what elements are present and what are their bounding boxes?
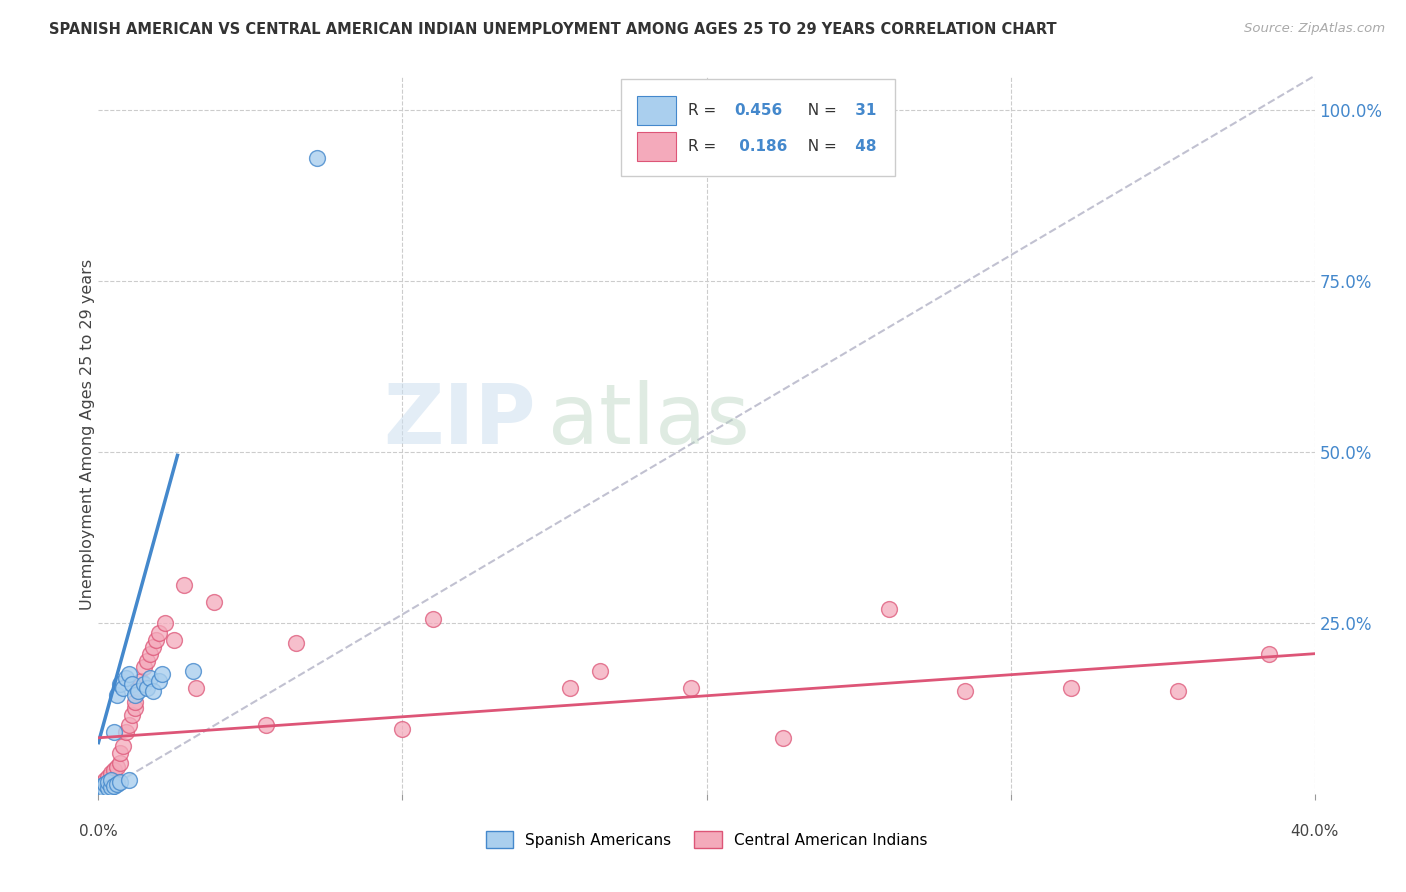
Point: [877, 602, 900, 616]
Text: R =: R =: [689, 103, 721, 118]
Point: [1167, 684, 1189, 698]
Point: [307, 151, 329, 165]
Point: [121, 677, 143, 691]
Text: ZIP: ZIP: [384, 380, 536, 461]
Text: Source: ZipAtlas.com: Source: ZipAtlas.com: [1244, 22, 1385, 36]
Text: N =: N =: [797, 103, 841, 118]
Point: [87, 785, 110, 799]
Text: 48: 48: [851, 138, 876, 153]
Point: [96, 780, 118, 794]
Point: [589, 664, 612, 678]
Point: [87, 785, 110, 799]
Point: [100, 779, 122, 793]
Text: N =: N =: [797, 138, 841, 153]
Point: [111, 681, 134, 695]
Point: [118, 718, 141, 732]
Point: [103, 763, 125, 777]
Point: [100, 766, 122, 780]
Text: atlas: atlas: [548, 380, 751, 461]
Point: [1258, 647, 1281, 661]
Point: [142, 640, 165, 654]
Point: [127, 681, 149, 695]
Text: 0.0%: 0.0%: [79, 824, 118, 839]
Point: [108, 677, 131, 691]
Point: [285, 636, 308, 650]
Legend: Spanish Americans, Central American Indians: Spanish Americans, Central American Indi…: [479, 824, 934, 855]
Point: [150, 667, 173, 681]
Text: SPANISH AMERICAN VS CENTRAL AMERICAN INDIAN UNEMPLOYMENT AMONG AGES 25 TO 29 YEA: SPANISH AMERICAN VS CENTRAL AMERICAN IND…: [49, 22, 1057, 37]
Point: [136, 681, 159, 695]
Text: 0.456: 0.456: [734, 103, 783, 118]
Point: [173, 578, 195, 592]
Point: [129, 674, 152, 689]
Point: [96, 781, 118, 796]
Point: [103, 725, 125, 739]
Point: [87, 781, 110, 796]
Point: [391, 722, 413, 736]
Point: [422, 613, 444, 627]
Point: [90, 785, 112, 799]
Text: 0.186: 0.186: [734, 138, 787, 153]
Point: [93, 783, 115, 797]
Point: [132, 677, 155, 691]
Text: R =: R =: [689, 138, 721, 153]
Point: [118, 773, 141, 788]
Point: [93, 781, 115, 796]
Point: [148, 626, 170, 640]
Point: [136, 653, 159, 667]
Point: [681, 681, 703, 695]
Y-axis label: Unemployment Among Ages 25 to 29 years: Unemployment Among Ages 25 to 29 years: [80, 260, 94, 610]
Point: [132, 660, 155, 674]
Point: [121, 708, 143, 723]
Point: [118, 667, 141, 681]
Point: [124, 688, 146, 702]
Point: [148, 674, 170, 689]
Point: [111, 739, 134, 753]
Point: [90, 776, 112, 791]
Point: [100, 780, 122, 794]
Point: [772, 731, 794, 745]
Text: 31: 31: [851, 103, 876, 118]
Point: [87, 780, 110, 794]
Point: [96, 774, 118, 789]
Point: [103, 776, 125, 791]
Point: [114, 671, 136, 685]
Point: [202, 595, 225, 609]
Point: [155, 615, 177, 630]
Point: [96, 770, 118, 784]
Point: [93, 773, 115, 788]
Point: [558, 681, 581, 695]
Point: [105, 759, 128, 773]
Point: [90, 779, 112, 793]
Point: [145, 633, 167, 648]
FancyBboxPatch shape: [637, 96, 676, 126]
FancyBboxPatch shape: [637, 132, 676, 161]
Point: [953, 684, 976, 698]
FancyBboxPatch shape: [621, 79, 896, 177]
Point: [127, 684, 149, 698]
Point: [139, 671, 162, 685]
Point: [108, 746, 131, 760]
Point: [90, 783, 112, 797]
Point: [124, 701, 146, 715]
Point: [93, 776, 115, 791]
Point: [181, 664, 204, 678]
Point: [108, 774, 131, 789]
Point: [1060, 681, 1083, 695]
Point: [108, 756, 131, 770]
Point: [184, 681, 207, 695]
Point: [103, 779, 125, 793]
Point: [105, 776, 128, 791]
Point: [105, 688, 128, 702]
Point: [100, 773, 122, 788]
Point: [254, 718, 277, 732]
Point: [105, 774, 128, 789]
Point: [114, 725, 136, 739]
Point: [139, 647, 162, 661]
Point: [163, 633, 186, 648]
Point: [142, 684, 165, 698]
Text: 40.0%: 40.0%: [1291, 824, 1339, 839]
Point: [124, 694, 146, 708]
